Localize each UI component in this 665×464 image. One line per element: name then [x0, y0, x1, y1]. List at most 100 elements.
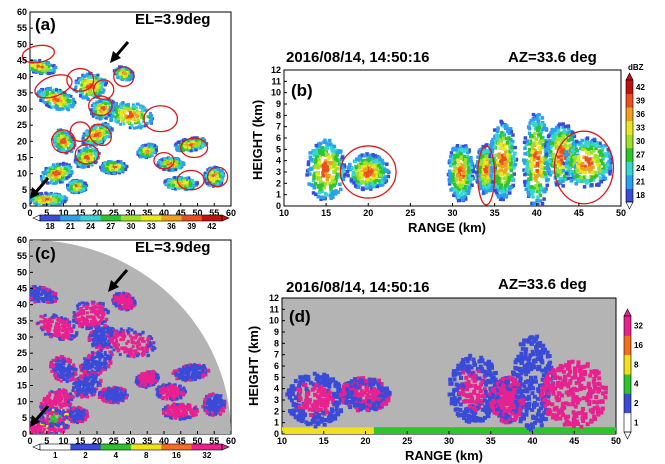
- reflectivity-gate: [564, 143, 568, 147]
- reflectivity-gate: [489, 166, 494, 170]
- reflectivity-gate: [94, 133, 98, 137]
- reflectivity-gate: [117, 110, 121, 114]
- reflectivity-gate: [44, 167, 48, 171]
- reflectivity-gate: [593, 170, 598, 175]
- x-tick-label: 45: [176, 208, 186, 218]
- reflectivity-gate: [60, 131, 64, 135]
- reflectivity-gate: [158, 165, 162, 169]
- reflectivity-gate: [477, 169, 482, 173]
- reflectivity-gate: [169, 161, 173, 165]
- reflectivity-gate: [196, 146, 200, 150]
- reflectivity-gate: [600, 152, 604, 157]
- reflectivity-gate: [41, 94, 45, 98]
- reflectivity-gate: [544, 147, 549, 151]
- reflectivity-gate: [87, 85, 91, 89]
- reflectivity-gate: [578, 160, 582, 164]
- reflectivity-gate: [93, 139, 97, 143]
- colorbar-swatch: [626, 147, 633, 162]
- y-tick-label: 5: [276, 144, 281, 154]
- reflectivity-gate: [487, 165, 491, 170]
- reflectivity-gate: [593, 143, 598, 147]
- reflectivity-gate: [107, 100, 111, 104]
- reflectivity-gate: [94, 73, 98, 77]
- reflectivity-gate: [572, 160, 577, 164]
- reflectivity-gate: [67, 103, 71, 107]
- reflectivity-gate: [382, 178, 386, 183]
- reflectivity-gate: [539, 130, 544, 134]
- reflectivity-gate: [459, 155, 464, 159]
- reflectivity-gate: [168, 159, 172, 163]
- reflectivity-gate: [193, 142, 197, 146]
- reflectivity-gate: [38, 58, 42, 62]
- highlight-ellipse: [153, 152, 175, 170]
- reflectivity-gate: [209, 173, 213, 177]
- reflectivity-gate: [530, 144, 535, 148]
- reflectivity-gate: [366, 161, 371, 166]
- reflectivity-gate: [184, 143, 188, 147]
- reflectivity-gate: [501, 124, 506, 128]
- reflectivity-gate: [529, 142, 534, 146]
- reflectivity-gate: [352, 174, 356, 179]
- reflectivity-gate: [100, 106, 104, 110]
- reflectivity-gate: [45, 92, 49, 96]
- reflectivity-gate: [117, 108, 121, 112]
- reflectivity-gate: [323, 161, 327, 166]
- reflectivity-gate: [48, 181, 52, 185]
- reflectivity-gate: [54, 66, 58, 70]
- reflectivity-gate: [93, 137, 97, 141]
- reflectivity-gate: [78, 78, 82, 82]
- reflectivity-gate: [95, 100, 99, 104]
- reflectivity-gate: [168, 184, 172, 188]
- reflectivity-gate: [328, 193, 333, 198]
- reflectivity-gate: [512, 172, 516, 176]
- reflectivity-gate: [205, 179, 209, 183]
- reflectivity-gate: [112, 103, 116, 107]
- reflectivity-gate: [77, 149, 81, 153]
- reflectivity-gate: [85, 92, 89, 96]
- reflectivity-gate: [513, 145, 517, 150]
- highlight-ellipse: [87, 95, 113, 117]
- colorbar-tick-label: 24: [86, 222, 95, 231]
- reflectivity-gate: [177, 181, 181, 185]
- reflectivity-gate: [84, 95, 88, 99]
- reflectivity-gate: [557, 160, 562, 164]
- reflectivity-gate: [58, 180, 62, 184]
- reflectivity-gate: [154, 148, 158, 152]
- reflectivity-gate: [580, 143, 584, 148]
- reflectivity-gate: [85, 151, 89, 155]
- reflectivity-gate: [95, 130, 99, 134]
- reflectivity-gate: [527, 177, 531, 181]
- reflectivity-gate: [507, 174, 512, 179]
- reflectivity-gate: [105, 130, 109, 134]
- reflectivity-gate: [315, 145, 320, 150]
- reflectivity-gate: [99, 134, 103, 138]
- reflectivity-gate: [530, 191, 535, 196]
- reflectivity-gate: [189, 149, 193, 153]
- reflectivity-gate: [378, 173, 383, 177]
- reflectivity-gate: [118, 65, 122, 69]
- reflectivity-gate: [370, 162, 374, 167]
- reflectivity-gate: [134, 113, 138, 117]
- x-tick-label: 0: [27, 208, 32, 218]
- reflectivity-gate: [341, 177, 346, 182]
- reflectivity-gate: [204, 173, 208, 177]
- reflectivity-gate: [464, 171, 469, 175]
- reflectivity-gate: [603, 152, 608, 156]
- reflectivity-gate: [505, 155, 510, 159]
- reflectivity-gate: [494, 179, 498, 183]
- reflectivity-gate: [379, 163, 383, 167]
- reflectivity-gate: [348, 167, 353, 172]
- reflectivity-gate: [529, 168, 533, 172]
- reflectivity-gate: [193, 137, 197, 141]
- reflectivity-gate: [91, 109, 95, 113]
- panel-a-ellipses: [21, 44, 229, 191]
- reflectivity-gate: [82, 84, 86, 88]
- reflectivity-gate: [177, 140, 181, 144]
- reflectivity-gate: [320, 183, 325, 187]
- reflectivity-gate: [584, 140, 588, 145]
- reflectivity-gate: [465, 148, 469, 152]
- reflectivity-gate: [82, 141, 86, 145]
- reflectivity-gate: [549, 149, 553, 154]
- reflectivity-gate: [459, 183, 463, 188]
- reflectivity-gate: [524, 187, 528, 192]
